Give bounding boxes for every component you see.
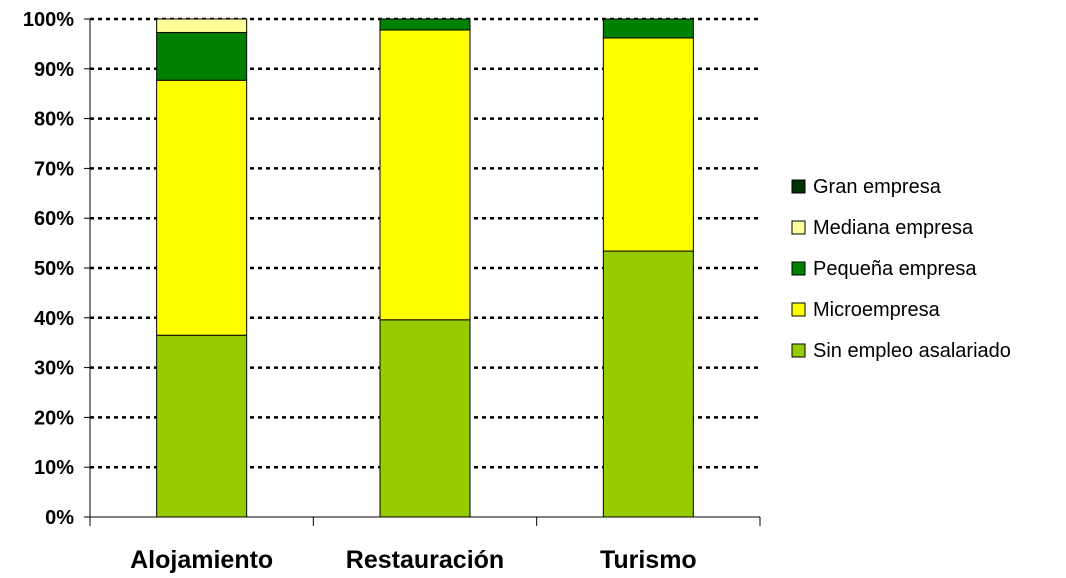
legend-swatch (791, 261, 806, 276)
y-tick-label: 90% (34, 59, 74, 81)
y-tick-label: 70% (34, 158, 74, 180)
bar-segment (379, 18, 471, 31)
x-tick-label: Alojamiento (130, 546, 273, 574)
y-tick-label: 60% (34, 208, 74, 230)
x-tick-label: Turismo (600, 546, 697, 574)
y-tick-label: 10% (34, 457, 74, 479)
legend-swatch (791, 302, 806, 317)
legend-label: Sin empleo asalariado (813, 340, 1011, 362)
legend-item: Mediana empresa (791, 217, 974, 239)
legend-label: Pequeña empresa (813, 258, 977, 280)
legend-swatch (791, 343, 806, 358)
x-tick-label: Restauración (346, 546, 504, 574)
y-tick-label: 50% (34, 258, 74, 280)
legend-label: Gran empresa (813, 176, 942, 198)
legend-item: Pequeña empresa (791, 258, 977, 280)
legend: Gran empresa Mediana empresa Pequeña empre… (791, 176, 1011, 362)
y-tick-label: 100% (23, 9, 74, 31)
bar-segment (602, 18, 694, 39)
y-tick-label: 20% (34, 407, 74, 429)
y-tick-label: 30% (34, 358, 74, 380)
bar-segment (156, 334, 248, 518)
y-tick-label: 0% (45, 507, 74, 529)
y-tick-label: 80% (34, 109, 74, 131)
legend-item: Gran empresa (791, 176, 942, 198)
bar-segment (379, 29, 471, 321)
axes: 0% 10% 20% 30% 40% 50% 60% 70% 80% 90% 100% Alojami… (23, 9, 761, 574)
bar-segment (602, 37, 694, 252)
bar-segment (602, 250, 694, 518)
legend-swatch (791, 179, 806, 194)
bar-segment (156, 18, 248, 33)
legend-swatch (791, 220, 806, 235)
bar-segment (379, 319, 471, 518)
legend-label: Mediana empresa (813, 217, 974, 239)
legend-item: Microempresa (791, 299, 941, 321)
bars (156, 18, 694, 518)
legend-label: Microempresa (813, 299, 941, 321)
bar-segment (156, 79, 248, 336)
y-tick-label: 40% (34, 308, 74, 330)
legend-item: Sin empleo asalariado (791, 340, 1011, 362)
bar-segment (156, 31, 248, 81)
